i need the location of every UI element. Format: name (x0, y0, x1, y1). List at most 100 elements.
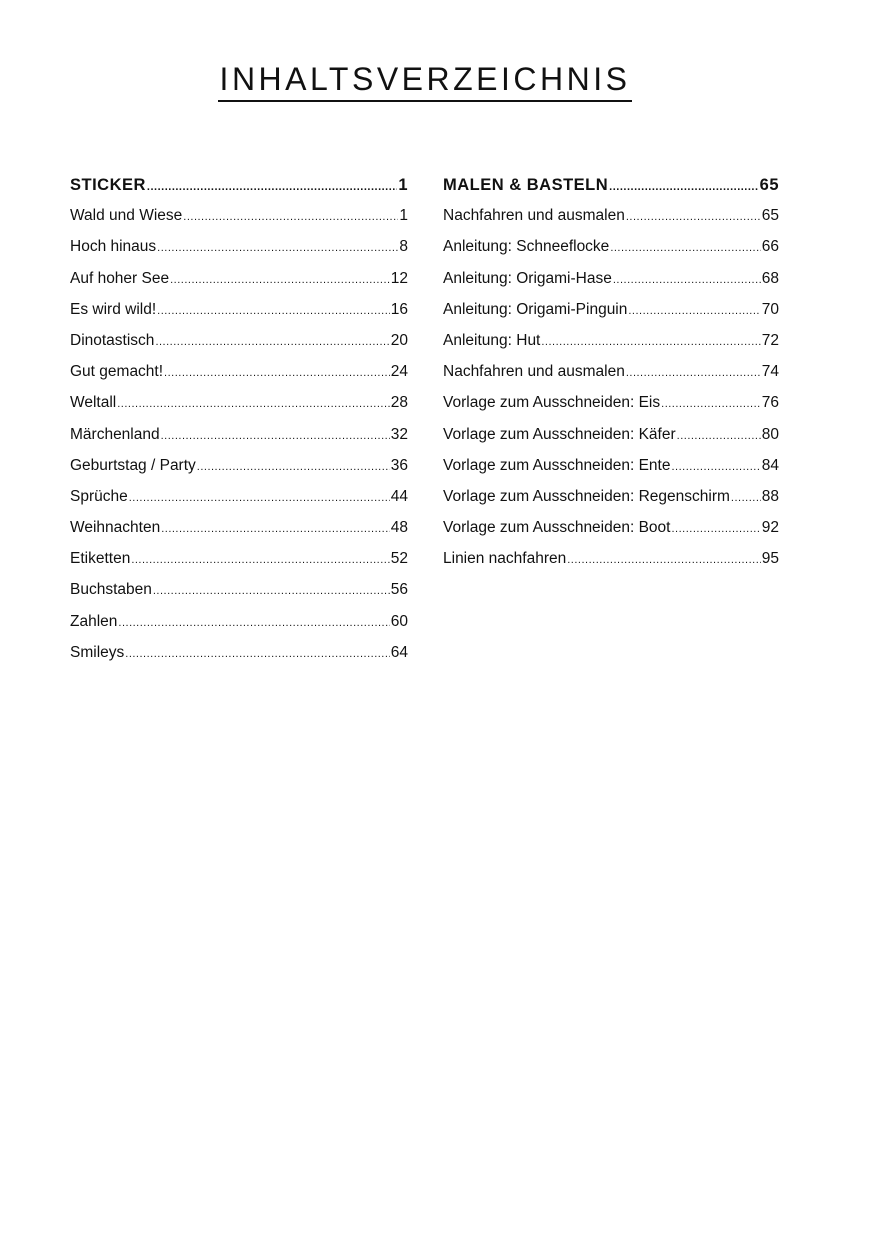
dot-leader (628, 305, 760, 317)
toc-entry-label: Zahlen (70, 612, 118, 630)
dot-leader (147, 181, 397, 193)
toc-entry[interactable]: Linien nachfahren 95 (443, 550, 779, 581)
toc-entry-label: Wald und Wiese (70, 207, 183, 225)
dot-leader (157, 305, 390, 317)
dot-leader (610, 242, 760, 254)
toc-entry[interactable]: Auf hoher See 12 (70, 270, 408, 301)
dot-leader (671, 523, 760, 535)
page-title-wrapper: INHALTSVERZEICHNIS (0, 60, 850, 102)
toc-page-number: 56 (390, 581, 408, 599)
dot-leader (164, 367, 390, 379)
toc-entry[interactable]: Vorlage zum Ausschneiden: Regenschirm 88 (443, 488, 779, 519)
toc-entry-label: Auf hoher See (70, 269, 170, 287)
toc-entry-label: Etiketten (70, 550, 131, 568)
dot-leader (183, 211, 398, 223)
toc-entry[interactable]: Hoch hinaus 8 (70, 238, 408, 269)
toc-page-number: 16 (390, 300, 408, 318)
toc-page-number: 72 (761, 331, 779, 349)
toc-entry-label: Dinotastisch (70, 331, 155, 349)
toc-page-number: 52 (390, 550, 408, 568)
toc-entry-label: Vorlage zum Ausschneiden: Eis (443, 394, 661, 412)
toc-page-number: 32 (390, 425, 408, 443)
toc-entry[interactable]: Zahlen 60 (70, 613, 408, 644)
toc-entry-label: Anleitung: Schneeflocke (443, 238, 610, 256)
dot-leader (170, 274, 390, 286)
toc-entry-label: Vorlage zum Ausschneiden: Regenschirm (443, 487, 730, 505)
toc-entry[interactable]: Smileys 64 (70, 644, 408, 675)
toc-entry[interactable]: Vorlage zum Ausschneiden: Boot 92 (443, 519, 779, 550)
dot-leader (157, 242, 398, 254)
dot-leader (131, 554, 389, 566)
toc-entry[interactable]: Weihnachten 48 (70, 519, 408, 550)
toc-entry[interactable]: Anleitung: Origami-Hase 68 (443, 270, 779, 301)
toc-entry-label: Buchstaben (70, 581, 152, 599)
toc-entry[interactable]: Dinotastisch 20 (70, 332, 408, 363)
toc-entry-label: Vorlage zum Ausschneiden: Käfer (443, 425, 676, 443)
toc-entry[interactable]: Anleitung: Schneeflocke 66 (443, 238, 779, 269)
toc-entry[interactable]: Vorlage zum Ausschneiden: Käfer 80 (443, 426, 779, 457)
toc-entry-label: Weltall (70, 394, 117, 412)
toc-entry-label: STICKER (70, 176, 146, 194)
toc-page-number: 8 (399, 238, 408, 256)
toc-page-number: 68 (761, 269, 779, 287)
toc-page-number: 65 (759, 176, 779, 194)
toc-entry-label: Linien nachfahren (443, 550, 567, 568)
page-title: INHALTSVERZEICHNIS (217, 60, 633, 102)
toc-entry-label: Nachfahren und ausmalen (443, 207, 625, 225)
toc-entry-label: Geburtstag / Party (70, 456, 196, 474)
dot-leader (671, 461, 760, 473)
toc-section-heading[interactable]: MALEN & BASTELN 65 (443, 176, 779, 207)
toc-section-heading[interactable]: STICKER 1 (70, 176, 408, 207)
dot-leader (567, 554, 761, 566)
toc-page-number: 65 (761, 207, 779, 225)
toc-entry[interactable]: Nachfahren und ausmalen 65 (443, 207, 779, 238)
toc-page-number: 36 (390, 456, 408, 474)
dot-leader (161, 523, 390, 535)
toc-entry-label: Weihnachten (70, 519, 161, 537)
dot-leader (609, 181, 758, 193)
toc-entry[interactable]: Gut gemacht! 24 (70, 363, 408, 394)
toc-entry[interactable]: Etiketten 52 (70, 550, 408, 581)
toc-entry[interactable]: Geburtstag / Party 36 (70, 457, 408, 488)
toc-entry[interactable]: Wald und Wiese 1 (70, 207, 408, 238)
dot-leader (197, 461, 390, 473)
toc-page-number: 84 (761, 456, 779, 474)
toc-page-number: 20 (390, 331, 408, 349)
dot-leader (161, 430, 390, 442)
toc-page-number: 64 (390, 643, 408, 661)
toc-page-number: 95 (761, 550, 779, 568)
toc-entry[interactable]: Vorlage zum Ausschneiden: Ente 84 (443, 457, 779, 488)
dot-leader (731, 492, 761, 504)
toc-page-number: 92 (761, 519, 779, 537)
toc-entry[interactable]: Märchenland 32 (70, 426, 408, 457)
toc-entry-label: Anleitung: Origami-Hase (443, 269, 612, 287)
dot-leader (118, 617, 389, 629)
toc-entry-label: Hoch hinaus (70, 238, 157, 256)
toc-page-number: 76 (761, 394, 779, 412)
toc-page-number: 66 (761, 238, 779, 256)
toc-entry-label: Anleitung: Hut (443, 331, 541, 349)
toc-entry[interactable]: Es wird wild! 16 (70, 301, 408, 332)
dot-leader (626, 211, 761, 223)
toc-page-number: 12 (390, 269, 408, 287)
toc-entry[interactable]: Weltall 28 (70, 394, 408, 425)
toc-page-number: 60 (390, 612, 408, 630)
dot-leader (153, 585, 390, 597)
toc-entry[interactable]: Anleitung: Hut 72 (443, 332, 779, 363)
toc-entry[interactable]: Nachfahren und ausmalen 74 (443, 363, 779, 394)
toc-entry-label: Sprüche (70, 487, 128, 505)
toc-entry-label: Smileys (70, 643, 125, 661)
dot-leader (626, 367, 761, 379)
toc-page-number: 1 (399, 207, 408, 225)
toc-page-number: 70 (761, 300, 779, 318)
toc-entry-label: Anleitung: Origami-Pinguin (443, 300, 628, 318)
dot-leader (541, 336, 760, 348)
toc-entry-label: Es wird wild! (70, 300, 157, 318)
toc-page-number: 1 (398, 176, 408, 194)
toc-entry[interactable]: Sprüche 44 (70, 488, 408, 519)
toc-entry[interactable]: Buchstaben 56 (70, 581, 408, 612)
toc-entry[interactable]: Anleitung: Origami-Pinguin 70 (443, 301, 779, 332)
toc-entry-label: MALEN & BASTELN (443, 176, 609, 194)
dot-leader (661, 398, 761, 410)
toc-entry[interactable]: Vorlage zum Ausschneiden: Eis 76 (443, 394, 779, 425)
